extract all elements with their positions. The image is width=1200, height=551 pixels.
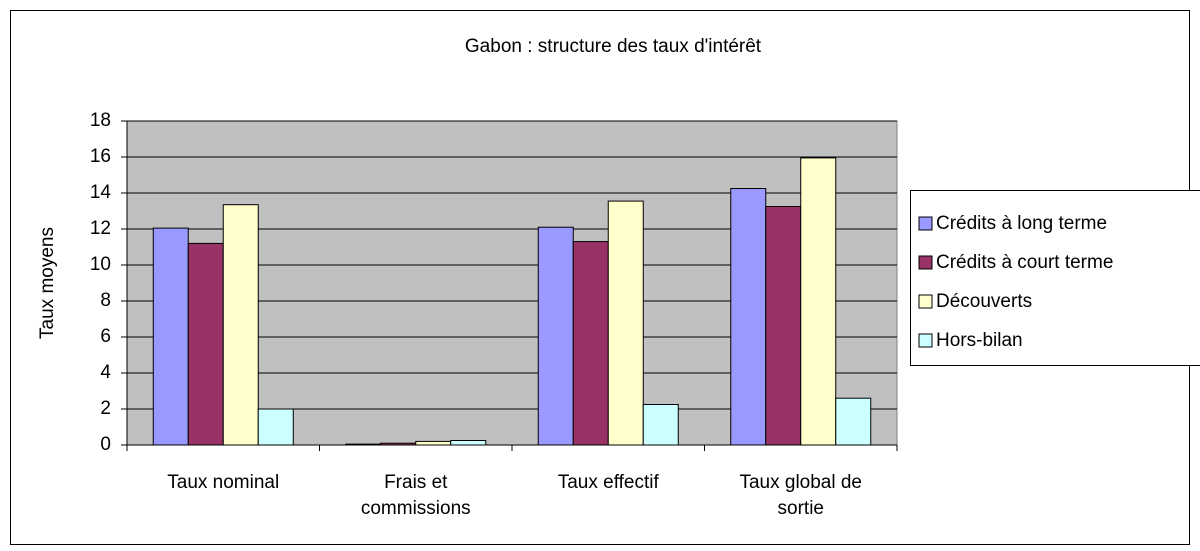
y-tick-label: 0: [100, 434, 111, 455]
y-tick-label: 14: [90, 182, 112, 203]
bar: [415, 440, 452, 446]
x-tick-label: Frais et commissions: [360, 472, 471, 519]
bar: [345, 443, 382, 446]
y-tick-label: 16: [90, 146, 111, 167]
legend-label: Découverts: [936, 291, 1032, 312]
y-tick-label: 4: [100, 362, 111, 383]
x-tick-label: Taux global de sortie: [739, 472, 863, 519]
bar: [450, 440, 487, 446]
y-axis-label: Taux moyens: [37, 227, 58, 339]
y-tick-label: 2: [100, 398, 111, 419]
bar: [642, 404, 679, 446]
legend-label: Crédits à long terme: [936, 213, 1107, 234]
bar: [257, 408, 294, 446]
legend-box: [910, 190, 1200, 366]
bar: [222, 204, 259, 446]
bar: [835, 397, 872, 446]
legend-swatch: [918, 255, 933, 270]
bar: [607, 200, 644, 446]
legend-swatch: [918, 216, 933, 231]
y-tick-label: 6: [100, 326, 111, 347]
legend-label: Crédits à court terme: [936, 252, 1113, 273]
bar: [765, 206, 802, 446]
bar: [380, 442, 417, 446]
bar: [730, 188, 767, 446]
bar: [537, 226, 574, 446]
chart-title: Gabon : structure des taux d'intérêt: [465, 36, 762, 57]
bar: [152, 227, 189, 446]
bar: [572, 241, 609, 446]
y-tick-label: 12: [90, 218, 111, 239]
legend-swatch: [918, 333, 933, 348]
y-tick-label: 8: [100, 290, 111, 311]
legend-swatch: [918, 294, 933, 309]
x-tick-label: Taux effectif: [557, 472, 659, 493]
x-tick-label: Taux nominal: [167, 472, 280, 493]
y-tick-label: 10: [90, 254, 111, 275]
bar: [187, 242, 224, 446]
bar: [800, 157, 837, 446]
y-tick-label: 18: [90, 110, 111, 131]
legend-label: Hors-bilan: [936, 330, 1023, 351]
